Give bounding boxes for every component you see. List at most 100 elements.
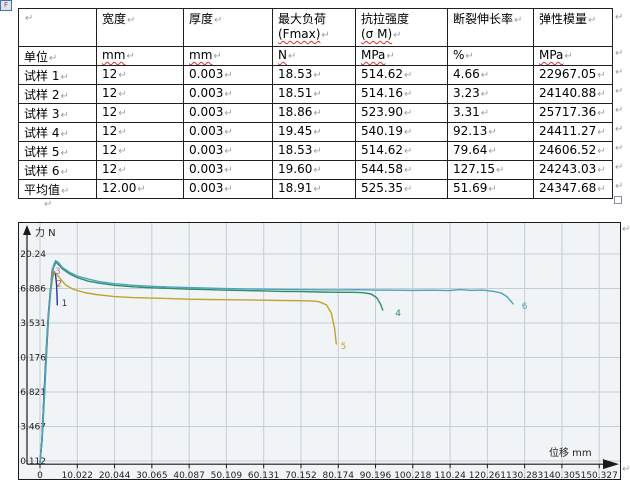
cell-value: 24606.52 xyxy=(539,143,597,157)
value-cell[interactable]: 0.003↵ xyxy=(183,65,273,85)
value-cell[interactable]: 51.69↵ xyxy=(447,179,534,199)
column-header[interactable]: ↵ xyxy=(18,8,97,47)
paragraph-mark-icon: ↵ xyxy=(404,165,413,176)
row-label-cell[interactable]: 试样 6↵ xyxy=(18,160,97,180)
paragraph-mark-icon: ↵ xyxy=(480,70,490,81)
value-cell[interactable]: 12↵ xyxy=(96,122,184,142)
paragraph-mark-icon: ↵ xyxy=(118,108,127,119)
value-cell[interactable]: 12↵ xyxy=(96,160,184,180)
curve-label-2: 2 xyxy=(56,279,62,289)
paragraph-mark-icon: ↵ xyxy=(137,184,146,195)
value-cell[interactable]: 0.003↵ xyxy=(183,160,273,180)
value-cell[interactable]: 92.13↵ xyxy=(447,122,534,142)
paragraph-mark-icon: ↵ xyxy=(61,186,70,197)
value-cell[interactable]: %↵ xyxy=(447,46,534,66)
value-cell[interactable]: 514.62↵ xyxy=(355,65,448,85)
value-cell[interactable]: 12↵ xyxy=(96,103,184,123)
paragraph-mark-icon: ↵ xyxy=(214,15,223,26)
header-row: ↵ 宽度↵ 厚度↵ 最大负荷 (Fmax)↵ 抗拉强度 (σ M)↵ 断裂伸长率↵ 弹性模量↵ xyxy=(18,8,613,47)
row-label-cell[interactable]: 试样 4↵ xyxy=(18,122,97,142)
value-cell[interactable]: 514.16↵ xyxy=(355,84,448,104)
row-label: 单位 xyxy=(24,50,49,64)
table-row: 平均值↵ 12.00↵ 0.003↵ 18.91↵ 525.35↵ 51.69↵ 24347… xyxy=(18,179,613,199)
cell-value: 18.86 xyxy=(278,105,313,119)
row-label-cell[interactable]: 单位↵ xyxy=(18,46,97,66)
paragraph-mark-icon: ↵ xyxy=(60,167,69,178)
value-cell[interactable]: 12↵ xyxy=(96,65,184,85)
value-cell[interactable]: 544.58↵ xyxy=(355,160,448,180)
column-header[interactable]: 宽度↵ xyxy=(96,8,184,47)
value-cell[interactable]: MPa↵ xyxy=(533,46,613,66)
value-cell[interactable]: mm↵ xyxy=(183,46,273,66)
value-cell[interactable]: 18.91↵ xyxy=(272,179,356,199)
table-row: 试样 4↵ 12↵ 0.003↵ 19.45↵ 540.19↵ 92.13↵ 24411.2… xyxy=(18,122,613,142)
cell-value: 127.15 xyxy=(453,162,495,176)
value-cell[interactable]: 12↵ xyxy=(96,141,184,161)
value-cell[interactable]: MPa↵ xyxy=(355,46,448,66)
x-axis-arrow-icon xyxy=(603,459,619,470)
paragraph-mark-icon: ↵ xyxy=(465,51,474,62)
value-cell[interactable]: 24606.52↵ xyxy=(533,141,613,161)
y-tick-label: 10.176 xyxy=(19,354,46,364)
paragraph-mark-icon: ↵ xyxy=(404,108,413,119)
y-tick-label: 13.531 xyxy=(19,319,46,329)
value-cell[interactable]: 127.15↵ xyxy=(447,160,534,180)
value-cell[interactable]: 0.003↵ xyxy=(183,122,273,142)
value-cell[interactable]: 19.45↵ xyxy=(272,122,356,142)
curve-label-5: 5 xyxy=(341,342,347,352)
paragraph-mark-icon: ↵ xyxy=(386,51,395,62)
cell-value: 540.19 xyxy=(361,124,403,138)
value-cell[interactable]: 540.19↵ xyxy=(355,122,448,142)
row-label-cell[interactable]: 试样 2↵ xyxy=(18,84,97,104)
value-cell[interactable]: 25717.36↵ xyxy=(533,103,613,123)
value-cell[interactable]: 24347.68↵ xyxy=(533,179,613,199)
value-cell[interactable]: 79.64↵ xyxy=(447,141,534,161)
value-cell[interactable]: 18.86↵ xyxy=(272,103,356,123)
value-cell[interactable]: 514.62↵ xyxy=(355,141,448,161)
value-cell[interactable]: 0.003↵ xyxy=(183,103,273,123)
value-cell[interactable]: 24411.27↵ xyxy=(533,122,613,142)
value-cell[interactable]: 18.51↵ xyxy=(272,84,356,104)
row-label-cell[interactable]: 平均值↵ xyxy=(18,179,97,199)
cell-value: 12 xyxy=(102,162,118,176)
value-cell[interactable]: 22967.05↵ xyxy=(533,65,613,85)
value-cell[interactable]: 12.00↵ xyxy=(96,179,184,199)
value-cell[interactable]: 24243.03↵ xyxy=(533,160,613,180)
paragraph-mark-icon: ↵ xyxy=(60,129,69,140)
value-cell[interactable]: 12↵ xyxy=(96,84,184,104)
paragraph-mark-icon: ↵ xyxy=(49,53,58,64)
value-cell[interactable]: 18.53↵ xyxy=(272,141,356,161)
cell-value: 544.58 xyxy=(361,162,403,176)
value-cell[interactable]: 0.003↵ xyxy=(183,84,273,104)
paragraph-mark-icon: ↵ xyxy=(488,127,497,138)
row-label-cell[interactable]: 试样 1↵ xyxy=(18,65,97,85)
paragraph-mark-icon: ↵ xyxy=(615,105,624,116)
row-label-cell[interactable]: 试样 3↵ xyxy=(18,103,97,123)
paragraph-mark-icon: ↵ xyxy=(597,89,606,100)
force-displacement-chart[interactable]: 0 10.022 20.044 30.065 40.087 50.109 60.131 70.… xyxy=(18,222,621,480)
column-header[interactable]: 最大负荷 (Fmax)↵ xyxy=(272,8,356,47)
value-cell[interactable]: 3.31↵ xyxy=(447,103,534,123)
column-header[interactable]: 厚度↵ xyxy=(183,8,273,47)
value-cell[interactable]: 525.35↵ xyxy=(355,179,448,199)
value-cell[interactable]: 3.23↵ xyxy=(447,84,534,104)
value-cell[interactable]: 523.90↵ xyxy=(355,103,448,123)
value-cell[interactable]: 19.60↵ xyxy=(272,160,356,180)
value-cell[interactable]: mm↵ xyxy=(96,46,184,66)
value-cell[interactable]: 0.003↵ xyxy=(183,141,273,161)
column-header[interactable]: 抗拉强度 (σ M)↵ xyxy=(355,8,448,47)
cell-value: 514.62 xyxy=(361,67,403,81)
value-cell[interactable]: 4.66↵ xyxy=(447,65,534,85)
row-label-cell[interactable]: 试样 5↵ xyxy=(18,141,97,161)
value-cell[interactable]: 24140.88↵ xyxy=(533,84,613,104)
column-header[interactable]: 弹性模量↵ xyxy=(533,8,613,47)
value-cell[interactable]: N↵ xyxy=(272,46,356,66)
table-resize-handle[interactable] xyxy=(614,196,622,204)
column-header[interactable]: 断裂伸长率↵ xyxy=(447,8,534,47)
cell-value: 0.003 xyxy=(189,143,224,157)
object-marker-icon[interactable]: F xyxy=(0,0,12,11)
value-cell[interactable]: 18.53↵ xyxy=(272,65,356,85)
paragraph-mark-icon: ↵ xyxy=(404,146,413,157)
curve-label-6: 6 xyxy=(522,302,528,312)
value-cell[interactable]: 0.003↵ xyxy=(183,179,273,199)
